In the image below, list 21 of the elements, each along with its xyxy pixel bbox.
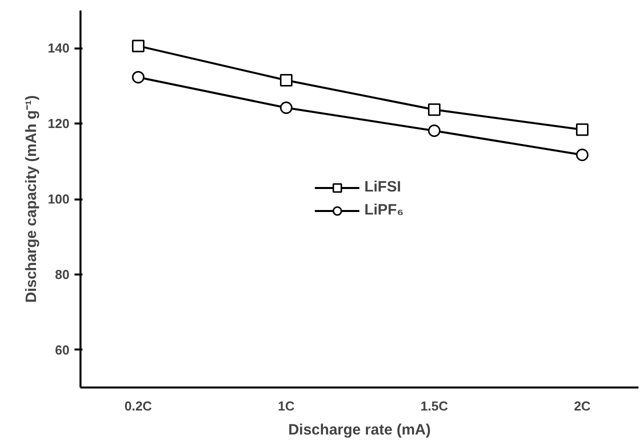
y-axis-title: Discharge capacity (mAh g⁻¹) <box>22 95 40 303</box>
point <box>576 148 589 162</box>
y-tick-label: 140 <box>48 40 70 56</box>
point <box>280 74 292 86</box>
point <box>280 102 292 114</box>
point <box>132 40 144 52</box>
x-tick-label: 2C <box>574 398 592 414</box>
point <box>428 124 440 137</box>
x-tick-label: 1.5C <box>420 398 449 414</box>
point <box>576 123 589 136</box>
y-tick-label: 60 <box>55 342 70 358</box>
y-tick-label: 80 <box>55 266 70 282</box>
legend-label: LiPF₆ <box>364 202 404 218</box>
y-tick-label: 120 <box>48 116 70 132</box>
point <box>132 70 144 84</box>
x-tick-label: 1C <box>278 398 296 414</box>
point <box>428 103 440 116</box>
legend-label: LiFSI <box>364 178 402 196</box>
x-tick-label: 0.2C <box>124 398 153 414</box>
y-tick-label: 100 <box>48 192 70 206</box>
x-axis-title: Discharge rate (mA) <box>288 422 431 438</box>
